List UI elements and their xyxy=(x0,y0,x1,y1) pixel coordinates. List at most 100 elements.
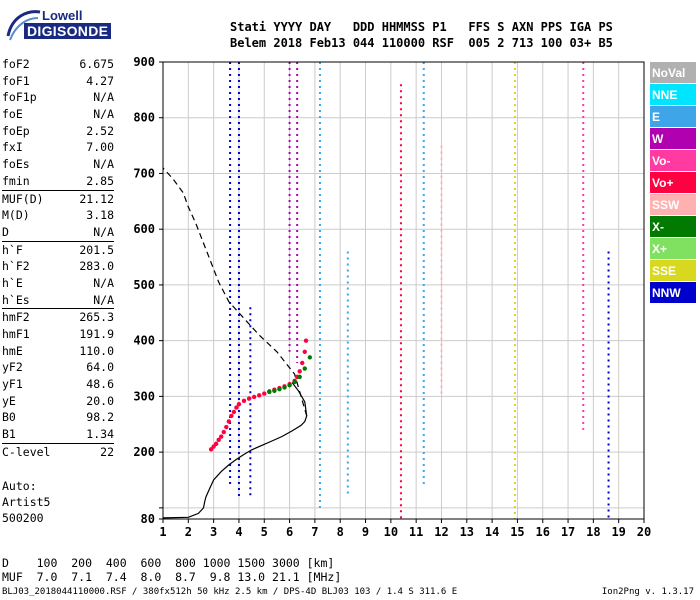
trace-point xyxy=(307,355,313,360)
param-value: 265.3 xyxy=(79,310,114,325)
trace-point xyxy=(257,393,262,398)
param-value: N/A xyxy=(93,224,114,239)
param-key: yE xyxy=(2,393,16,408)
param-row: B0 98.2 xyxy=(2,409,114,426)
legend-item: SSE xyxy=(650,260,696,282)
legend-item: X+ xyxy=(650,238,696,260)
param-row: MUF(D) 21.12 xyxy=(2,191,114,208)
x-tick-label: 12 xyxy=(434,525,448,539)
auto-version: 500200 xyxy=(2,511,44,525)
param-value: 22 xyxy=(100,444,114,459)
x-tick-label: 13 xyxy=(460,525,474,539)
trace-point xyxy=(251,394,257,400)
y-tick-label: 200 xyxy=(133,445,155,459)
trace-point xyxy=(219,434,224,439)
legend: NoVal NNE E W Vo- Vo+ SSW X- X+ SSE NNW xyxy=(650,62,696,304)
file-info: BLJ03_2018044110000.RSF / 380fx512h 50 k… xyxy=(2,587,458,597)
param-row: M(D) 3.18 xyxy=(2,207,114,224)
echo-streaks xyxy=(229,62,610,519)
param-key: C-level xyxy=(2,444,51,459)
trace-point xyxy=(231,409,237,415)
trace-point xyxy=(208,447,214,452)
x-tick-label: 2 xyxy=(185,525,192,539)
param-key: foF1 xyxy=(2,73,30,88)
param-key: B0 xyxy=(2,410,16,425)
trace-point xyxy=(213,441,219,446)
param-key: fmin xyxy=(2,173,30,188)
x-tick-label: 7 xyxy=(311,525,318,539)
param-row: hmF1 191.9 xyxy=(2,326,114,343)
trace-point xyxy=(229,413,234,419)
param-key: foE xyxy=(2,107,23,122)
param-separator xyxy=(2,240,114,242)
param-row: foEp 2.52 xyxy=(2,123,114,140)
param-key: foEs xyxy=(2,157,30,172)
trace-point xyxy=(302,366,307,371)
legend-item: NoVal xyxy=(650,62,696,84)
param-row: foF1p N/A xyxy=(2,89,114,106)
param-separator xyxy=(2,442,114,444)
trace-layer xyxy=(162,167,313,519)
param-key: D xyxy=(2,224,9,239)
param-row: fxI 7.00 xyxy=(2,139,114,156)
param-key: h`E xyxy=(2,275,23,290)
param-value: 4.27 xyxy=(86,73,114,88)
param-key: hmE xyxy=(2,343,23,358)
trace-point xyxy=(221,429,226,435)
legend-item: Vo- xyxy=(650,150,696,172)
param-row: yF1 48.6 xyxy=(2,376,114,393)
header-row1: Stati YYYY DAY DDD HHMMSS P1 FFS S AXN P… xyxy=(230,20,613,34)
x-tick-label: 14 xyxy=(485,525,499,539)
param-key: MUF(D) xyxy=(2,191,44,206)
x-tick-label: 18 xyxy=(586,525,600,539)
param-row: h`F 201.5 xyxy=(2,242,114,259)
trace-point xyxy=(241,398,247,404)
y-tick-label: 900 xyxy=(133,55,155,69)
legend-item: NNW xyxy=(650,282,696,304)
muf-row: MUF 7.0 7.1 7.4 8.0 8.7 9.8 13.0 21.1 [M… xyxy=(2,570,342,584)
x-tick-label: 4 xyxy=(235,525,242,539)
trace-point xyxy=(272,388,277,394)
param-row: B1 1.34 xyxy=(2,426,114,443)
param-key: yF1 xyxy=(2,377,23,392)
param-row: foEs N/A xyxy=(2,156,114,173)
trace-point xyxy=(211,444,216,449)
logo-line2: DIGISONDE xyxy=(24,23,112,39)
auto-label: Auto: xyxy=(2,479,37,493)
trace-point xyxy=(297,374,302,380)
legend-item: W xyxy=(650,128,696,150)
param-value: N/A xyxy=(93,107,114,122)
x-tick-label: 19 xyxy=(611,525,625,539)
param-row: C-level 22 xyxy=(2,444,114,461)
logo-swoosh-icon xyxy=(6,10,41,41)
y-tick-label: 500 xyxy=(133,278,155,292)
param-row: hmF2 265.3 xyxy=(2,309,114,326)
x-tick-label: 20 xyxy=(637,525,651,539)
param-key: foEp xyxy=(2,123,30,138)
logo-line1: Lowell xyxy=(42,8,83,23)
auto-program: Artist5 xyxy=(2,495,51,509)
x-tick-label: 6 xyxy=(286,525,293,539)
param-key: yF2 xyxy=(2,360,23,375)
profile-line xyxy=(162,382,308,519)
param-value: 64.0 xyxy=(86,360,114,375)
param-value: 48.6 xyxy=(86,377,114,392)
param-value: N/A xyxy=(93,275,114,290)
trace-point xyxy=(246,396,252,401)
trace-point xyxy=(303,338,309,343)
param-key: h`F2 xyxy=(2,259,30,274)
param-row: yF2 64.0 xyxy=(2,359,114,376)
param-value: 2.52 xyxy=(86,123,114,138)
param-row: hmE 110.0 xyxy=(2,343,114,360)
y-tick-label: 700 xyxy=(133,166,155,180)
x-tick-label: 8 xyxy=(337,525,344,539)
legend-item: Vo+ xyxy=(650,172,696,194)
param-row: foF1 4.27 xyxy=(2,73,114,90)
param-separator xyxy=(2,308,114,310)
trace-point xyxy=(300,360,305,366)
x-tick-label: 17 xyxy=(561,525,575,539)
param-key: h`F xyxy=(2,242,23,257)
param-key: foF1p xyxy=(2,90,37,105)
distance-row: D 100 200 400 600 800 1000 1500 3000 [km… xyxy=(2,556,335,570)
trace-point xyxy=(282,385,287,390)
